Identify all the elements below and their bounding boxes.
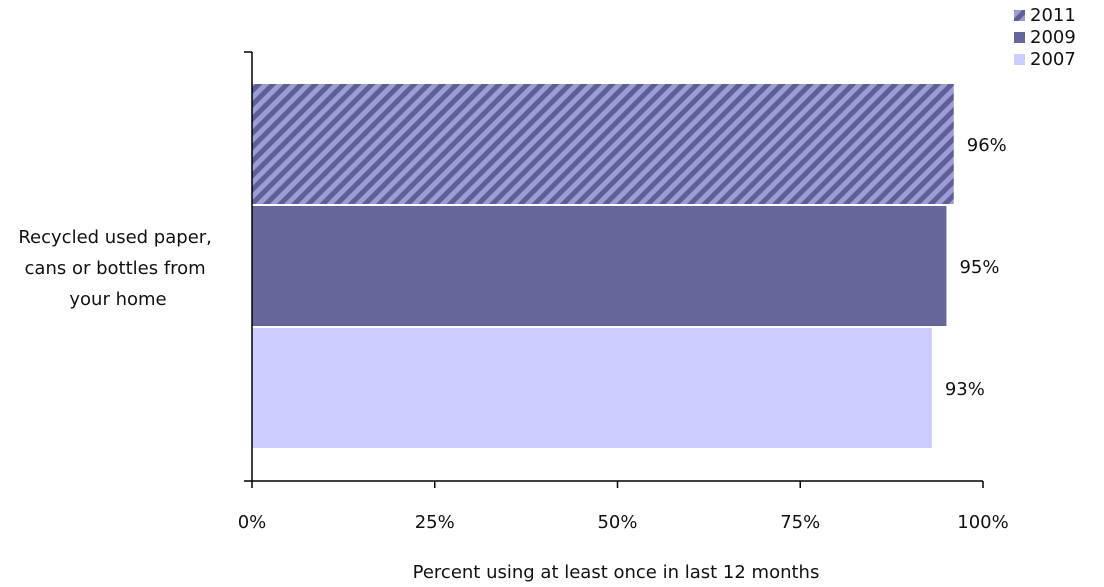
- category-label: Recycled used paper, cans or bottles fro…: [18, 227, 217, 310]
- legend-swatch-2007: [1014, 54, 1025, 65]
- x-ticks: 0% 25% 50% 75% 100%: [238, 481, 1009, 533]
- bar-2009: [252, 206, 947, 326]
- x-tick-label: 50%: [597, 512, 637, 533]
- legend-label-2009: 2009: [1030, 27, 1076, 48]
- x-tick-label: 100%: [957, 512, 1008, 533]
- legend-swatch-2011: [1014, 10, 1025, 21]
- category-label-line: Recycled used paper,: [18, 227, 212, 248]
- x-tick-label: 25%: [415, 512, 455, 533]
- bar-2011: [252, 84, 954, 204]
- x-tick-label: 75%: [780, 512, 820, 533]
- legend-label-2011: 2011: [1030, 5, 1076, 26]
- legend-label-2007: 2007: [1030, 49, 1076, 70]
- category-label-line: your home: [69, 289, 166, 310]
- value-label-2011: 96%: [967, 135, 1007, 156]
- bar-2007: [252, 328, 932, 448]
- value-label-2007: 93%: [945, 379, 985, 400]
- legend-swatch-2009: [1014, 32, 1025, 43]
- category-label-line: cans or bottles from: [25, 258, 206, 279]
- x-tick-label: 0%: [238, 512, 267, 533]
- value-label-2009: 95%: [959, 257, 999, 278]
- value-labels: 96% 95% 93%: [945, 135, 1007, 400]
- bars: [252, 84, 954, 448]
- x-axis-title: Percent using at least once in last 12 m…: [413, 562, 820, 583]
